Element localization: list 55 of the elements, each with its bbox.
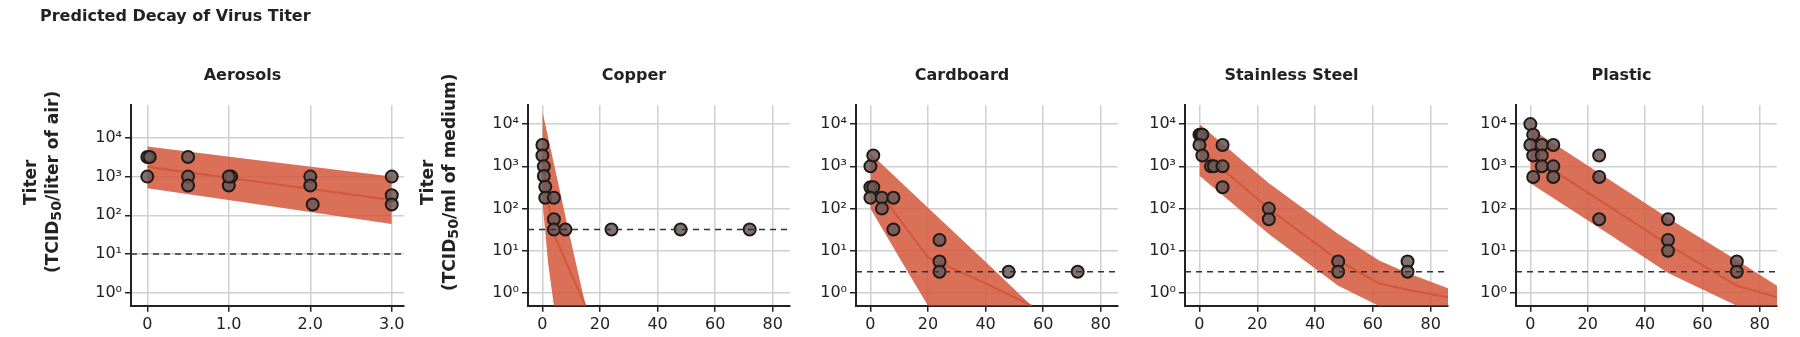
- x-tick-label: 20: [589, 313, 611, 333]
- y-tick-label: 10²: [492, 197, 519, 217]
- y-tick-label: 10¹: [1149, 239, 1176, 259]
- chart-title: Cardboard: [914, 64, 1010, 84]
- y-tick-label: 10⁴: [95, 127, 122, 147]
- chart-title: Aerosols: [203, 64, 282, 84]
- x-tick-label: 20: [1577, 313, 1598, 333]
- y-tick-label: 10³: [820, 155, 847, 175]
- chart-title: Stainless Steel: [1224, 64, 1359, 84]
- y-tick-label: 10³: [492, 155, 519, 175]
- y-tick-label: 10⁰: [95, 281, 122, 301]
- y-tick-label: 10²: [1480, 197, 1507, 217]
- x-tick-label: 20: [1247, 313, 1268, 333]
- x-tick-label: 3.0: [379, 313, 405, 333]
- y-tick-label: 10¹: [492, 239, 519, 259]
- chart-title: Copper: [601, 64, 667, 84]
- x-tick-label: 0: [537, 313, 548, 333]
- x-tick-label: 0: [865, 313, 876, 333]
- y-tick-label: 10⁰: [1480, 282, 1507, 302]
- x-tick-label: 0: [142, 313, 153, 333]
- x-tick-label: 60: [1362, 313, 1384, 333]
- y-tick-label: 10³: [95, 165, 122, 185]
- y-tick-label: 10⁴: [492, 113, 519, 133]
- y-tick-label: 10³: [1480, 155, 1507, 175]
- y-tick-label: 10⁴: [1149, 113, 1176, 133]
- x-tick-label: 80: [1749, 313, 1770, 333]
- x-tick-label: 20: [917, 313, 939, 333]
- x-tick-label: 0: [1525, 313, 1536, 333]
- x-tick-label: 40: [1304, 313, 1326, 333]
- x-tick-label: 80: [1090, 313, 1111, 333]
- y-tick-label: 10¹: [1480, 239, 1507, 259]
- x-tick-label: 80: [762, 313, 783, 333]
- x-tick-label: 40: [1634, 313, 1656, 333]
- x-tick-label: 80: [1420, 313, 1441, 333]
- chart-title: Plastic: [1591, 64, 1652, 84]
- y-tick-label: 10²: [1149, 197, 1176, 217]
- y-tick-label: 10⁰: [492, 282, 519, 302]
- x-tick-label: 1.0: [216, 313, 242, 333]
- y-tick-label: 10³: [1149, 155, 1176, 175]
- x-tick-label: 0: [1194, 313, 1205, 333]
- x-tick-label: 2.0: [297, 313, 324, 333]
- y-tick-label: 10⁰: [820, 282, 847, 302]
- x-tick-label: 60: [704, 313, 726, 333]
- y-tick-label: 10⁰: [1149, 282, 1176, 302]
- x-tick-label: 60: [1032, 313, 1054, 333]
- x-tick-label: 60: [1692, 313, 1713, 333]
- y-tick-label: 10¹: [95, 243, 122, 263]
- y-tick-label: 10²: [95, 204, 122, 224]
- y-tick-label: 10¹: [820, 239, 847, 259]
- y-tick-label: 10⁴: [820, 113, 847, 133]
- text: Predicted Decay of Virus Titer: [40, 6, 311, 25]
- y-tick-label: 10²: [820, 197, 847, 217]
- x-tick-label: 40: [647, 313, 668, 333]
- x-tick-label: 40: [975, 313, 996, 333]
- y-tick-label: 10⁴: [1480, 113, 1507, 133]
